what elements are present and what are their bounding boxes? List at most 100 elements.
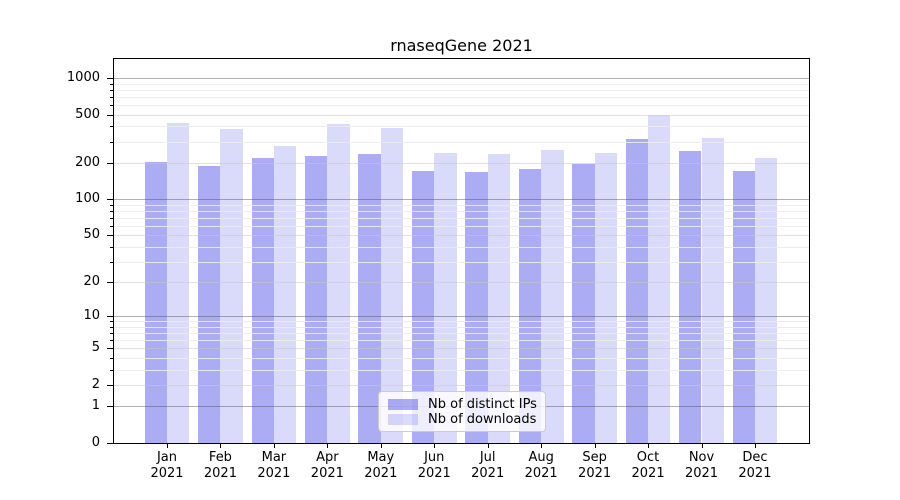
y-tick-100 bbox=[107, 199, 113, 201]
x-tick-month: Dec bbox=[742, 450, 768, 465]
x-tick-year: 2021 bbox=[684, 466, 719, 481]
gridline-500 bbox=[114, 114, 809, 116]
y-tick-500 bbox=[107, 114, 113, 116]
bar-downloads-aug bbox=[541, 149, 564, 443]
x-tick-label-oct: Oct 2021 bbox=[616, 450, 680, 482]
y-minor-tick-80 bbox=[110, 210, 113, 212]
y-minor-tick-70 bbox=[110, 217, 113, 219]
x-tick-label-jun: Jun 2021 bbox=[402, 450, 466, 482]
legend-label-distinct-ips: Nb of distinct IPs bbox=[428, 396, 537, 412]
y-tick-label-20: 20 bbox=[83, 274, 100, 290]
minor-gridline-3 bbox=[114, 369, 809, 371]
y-tick-1000 bbox=[107, 78, 113, 80]
minor-gridline-300 bbox=[114, 141, 809, 143]
x-tick-month: Jan bbox=[156, 450, 178, 465]
bar-ips-feb bbox=[198, 165, 221, 443]
bar-ips-jun bbox=[411, 170, 435, 443]
minor-gridline-800 bbox=[114, 89, 809, 91]
minor-gridline-40 bbox=[114, 246, 809, 248]
y-minor-tick-800 bbox=[110, 89, 113, 91]
y-tick-20 bbox=[107, 282, 113, 284]
y-tick-label-1000: 1000 bbox=[66, 70, 100, 86]
bar-ips-sep bbox=[572, 164, 595, 443]
legend-item-distinct-ips: Nb of distinct IPs bbox=[388, 396, 537, 412]
bar-downloads-may bbox=[380, 128, 404, 443]
x-tick-label-may: May 2021 bbox=[349, 450, 413, 482]
minor-gridline-8 bbox=[114, 326, 809, 328]
legend: Nb of distinct IPs Nb of downloads bbox=[378, 391, 546, 432]
x-tick-month: Oct bbox=[636, 450, 660, 465]
y-tick-10 bbox=[107, 316, 113, 318]
x-tick-label-mar: Mar 2021 bbox=[242, 450, 306, 482]
x-tick-label-jan: Jan 2021 bbox=[135, 450, 199, 482]
y-tick-label-1: 1 bbox=[91, 398, 100, 414]
y-tick-5 bbox=[107, 348, 113, 350]
y-tick-label-50: 50 bbox=[83, 227, 100, 243]
x-tick-month: Mar bbox=[261, 450, 287, 465]
gridline-1000 bbox=[114, 78, 809, 80]
minor-gridline-700 bbox=[114, 96, 809, 98]
x-tick-year: 2021 bbox=[578, 466, 612, 481]
chart-title: rnaseqGene 2021 bbox=[390, 36, 533, 55]
x-tick-year: 2021 bbox=[417, 466, 451, 481]
plot-area: Nb of distinct IPs Nb of downloads bbox=[113, 58, 810, 444]
gridlines-layer bbox=[114, 59, 809, 443]
bars-layer bbox=[114, 59, 809, 443]
minor-gridline-600 bbox=[114, 105, 809, 107]
x-tick-year: 2021 bbox=[257, 466, 291, 481]
y-minor-tick-6 bbox=[110, 340, 113, 342]
minor-gridline-60 bbox=[114, 225, 809, 227]
x-tick-jun bbox=[434, 444, 436, 448]
x-tick-month: Sep bbox=[582, 450, 607, 465]
x-tick-label-apr: Apr 2021 bbox=[295, 450, 359, 482]
y-tick-label-500: 500 bbox=[75, 106, 100, 122]
y-tick-2 bbox=[107, 384, 113, 386]
bar-downloads-dec bbox=[754, 157, 778, 443]
x-tick-month: May bbox=[367, 450, 395, 465]
minor-gridline-90 bbox=[114, 204, 809, 206]
gridline-50 bbox=[114, 235, 809, 237]
y-minor-tick-9 bbox=[110, 321, 113, 323]
y-tick-label-200: 200 bbox=[75, 154, 100, 170]
y-tick-label-100: 100 bbox=[75, 191, 100, 207]
x-tick-month: Feb bbox=[208, 450, 232, 465]
x-tick-label-jul: Jul 2021 bbox=[456, 450, 520, 482]
y-tick-0 bbox=[107, 443, 113, 444]
x-tick-year: 2021 bbox=[364, 466, 398, 481]
minor-gridline-400 bbox=[114, 126, 809, 128]
y-minor-tick-600 bbox=[110, 105, 113, 107]
legend-item-downloads: Nb of downloads bbox=[388, 412, 536, 427]
bar-downloads-apr bbox=[327, 124, 350, 443]
x-tick-feb bbox=[220, 444, 222, 448]
y-minor-tick-4 bbox=[110, 358, 113, 359]
legend-swatch-distinct-ips bbox=[388, 398, 418, 410]
y-minor-tick-400 bbox=[110, 126, 113, 128]
y-tick-label-10: 10 bbox=[83, 308, 100, 324]
x-tick-year: 2021 bbox=[631, 466, 665, 481]
y-minor-tick-8 bbox=[110, 326, 113, 328]
x-tick-oct bbox=[648, 444, 650, 448]
x-tick-month: Jun bbox=[424, 450, 445, 465]
y-tick-50 bbox=[107, 235, 113, 237]
x-tick-jul bbox=[487, 444, 489, 448]
x-tick-dec bbox=[754, 444, 756, 448]
bar-downloads-nov bbox=[701, 138, 724, 443]
gridline-10 bbox=[114, 316, 809, 318]
bar-downloads-feb bbox=[220, 129, 243, 443]
bar-ips-oct bbox=[625, 139, 649, 443]
y-minor-tick-90 bbox=[110, 204, 113, 206]
bar-ips-jul bbox=[465, 172, 488, 443]
x-tick-label-dec: Dec 2021 bbox=[723, 450, 787, 482]
x-tick-year: 2021 bbox=[310, 466, 344, 481]
x-tick-nov bbox=[701, 444, 703, 448]
minor-gridline-80 bbox=[114, 210, 809, 212]
x-tick-month: Apr bbox=[316, 450, 339, 465]
minor-gridline-30 bbox=[114, 261, 809, 263]
x-tick-label-aug: Aug 2021 bbox=[509, 450, 573, 482]
minor-gridline-900 bbox=[114, 83, 809, 85]
x-tick-sep bbox=[594, 444, 596, 448]
x-tick-aug bbox=[541, 444, 543, 448]
x-tick-year: 2021 bbox=[203, 466, 237, 481]
bar-downloads-mar bbox=[273, 145, 297, 443]
